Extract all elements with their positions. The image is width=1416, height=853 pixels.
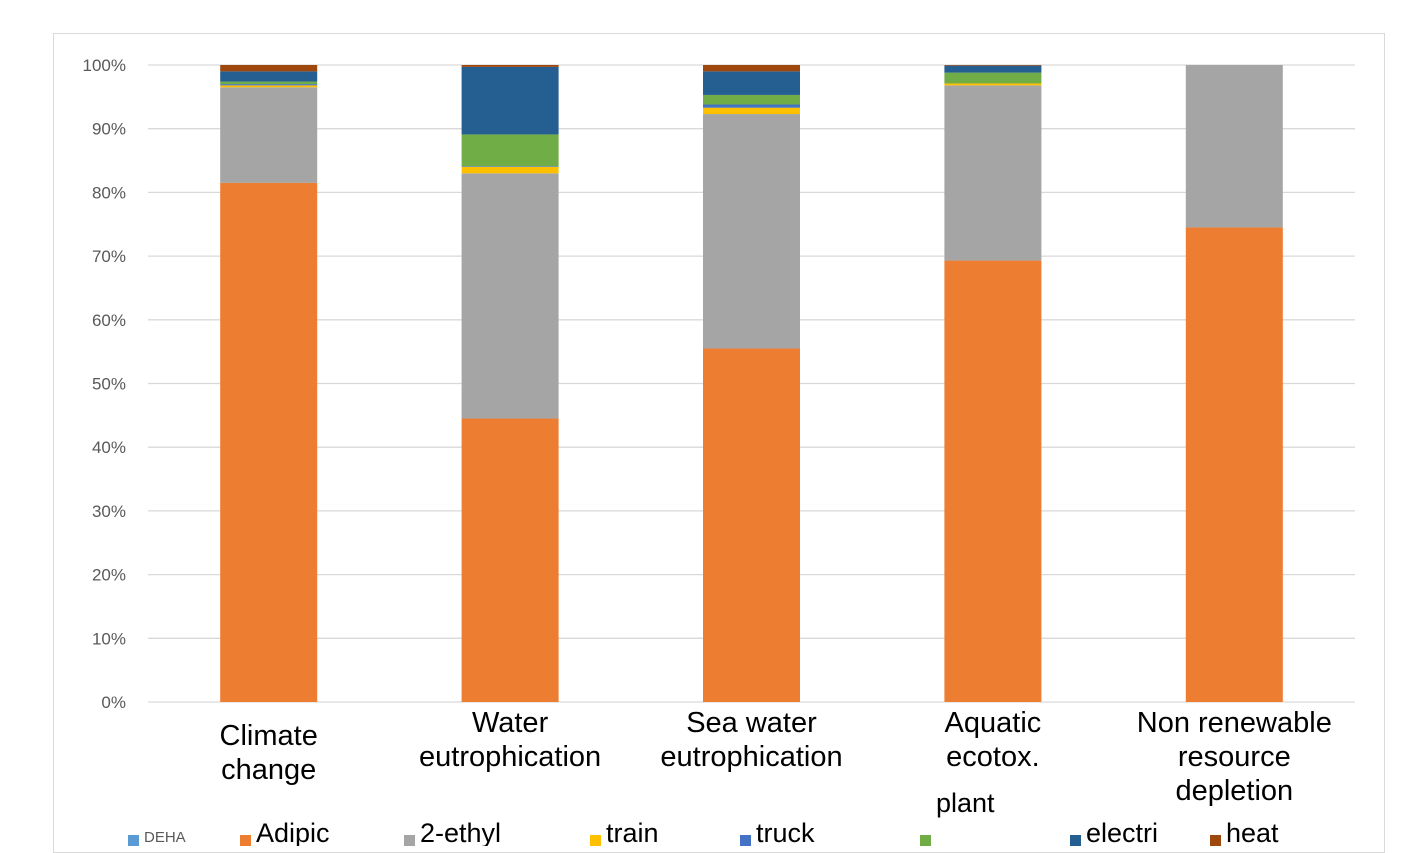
y-tick-label: 90% [92,120,126,139]
bar-segment [944,85,1042,261]
bar-segment [461,66,559,135]
bar-segment [944,83,1042,86]
bar-segment [703,71,800,95]
y-tick-label: 30% [92,502,126,521]
y-tick-label: 70% [92,247,126,266]
category-label: Sea water [686,707,817,739]
category-label: Climate [220,720,318,752]
bar-segment [703,114,800,349]
y-tick-label: 10% [92,629,126,648]
category-label: Water [472,707,549,739]
bar-segment [461,166,559,167]
bar-segment [703,348,800,702]
legend-swatch [920,835,931,846]
category-label: resource [1178,741,1291,773]
bar-segment [1185,65,1283,228]
legend-label: Adipic [256,818,330,846]
legend-label: DEHA [144,829,186,846]
y-axis-ticks: 0% 10% 20% 30% 40% 50% 60% 70% 80% 90% 100% [83,56,126,712]
legend: DEHA Adipic 2-ethyl train truck plant electri h… [128,788,1279,846]
bar-segment [703,94,800,105]
bar-segment [461,173,559,419]
bar-segment [220,71,318,82]
legend-label: truck [756,818,815,846]
legend-label: 2-ethyl [420,818,501,846]
legend-swatch [740,835,751,846]
legend-swatch [404,835,415,846]
category-label: eutrophication [660,741,842,773]
category-label: Non renewable [1137,707,1332,739]
legend-label: plant [936,788,995,818]
bar-segment [703,104,800,108]
bars [220,65,1283,703]
legend-label: electri [1086,818,1158,846]
legend-swatch [590,835,601,846]
bar-segment [944,260,1042,702]
category-label: eutrophication [419,741,601,773]
bar-segment [461,166,559,174]
bar-segment [461,418,559,702]
bar-segment [220,87,318,183]
y-tick-label: 80% [92,183,126,202]
legend-label: train [606,818,659,846]
category-label: Aquatic [945,707,1042,739]
bar-segment [1185,227,1283,702]
bar-segment [944,72,1042,84]
y-tick-label: 100% [83,56,126,75]
bar-segment [220,81,318,85]
bar-segment [944,65,1042,73]
y-tick-label: 0% [101,693,126,712]
y-tick-label: 50% [92,375,126,394]
y-tick-label: 60% [92,311,126,330]
bar-segment [461,65,559,67]
category-label: change [221,754,316,786]
bar-segment [220,182,318,703]
bar-segment [703,107,800,115]
legend-swatch [1210,835,1221,846]
bar-segment [944,65,1042,66]
legend-swatch [240,835,251,846]
legend-label: heat [1226,818,1279,846]
bar-segment [461,134,559,167]
y-tick-label: 20% [92,566,126,585]
category-label: ecotox. [946,741,1040,773]
bar-segment [220,84,318,86]
legend-swatch [128,835,139,846]
category-label: depletion [1175,775,1293,807]
bar-segment [220,65,318,72]
bar-segment [220,85,318,88]
legend-swatch [1070,835,1081,846]
y-tick-label: 40% [92,438,126,457]
bar-segment [703,65,800,72]
